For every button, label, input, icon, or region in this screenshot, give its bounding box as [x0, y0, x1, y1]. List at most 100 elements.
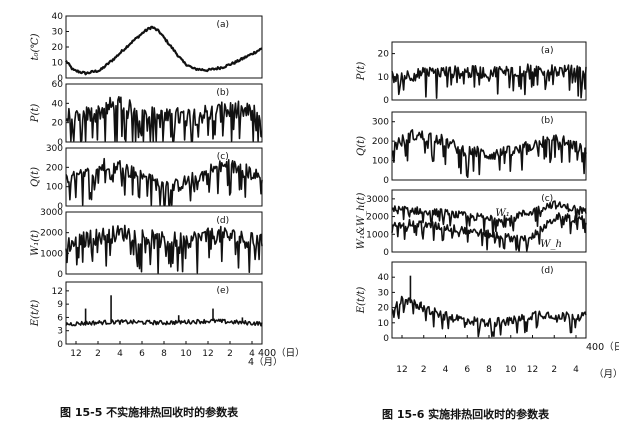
y-tick-label: 12 — [52, 287, 63, 297]
y-tick-label: 40 — [52, 99, 64, 109]
y-tick-label: 10 — [378, 73, 390, 83]
series-label-wh: W_h — [540, 239, 562, 250]
y-tick-label: 20 — [52, 119, 64, 129]
y-tick-label: 100 — [46, 183, 63, 193]
y-tick-label: 20 — [52, 43, 64, 53]
y-tick-label: 200 — [46, 163, 63, 173]
x-tick-label: 4 — [573, 365, 579, 375]
y-axis-label: P(t) — [30, 104, 41, 124]
series-line-0-3-0 — [65, 224, 263, 274]
panel-label: (a) — [541, 46, 554, 56]
y-axis-label: t₀(℃) — [30, 33, 41, 60]
figure-15-5-caption: 图 15-5 不实施排热回收时的参数表 — [60, 406, 239, 419]
y-tick-label: 0 — [57, 74, 63, 84]
panel-label: (d) — [216, 216, 229, 226]
y-tick-label: 200 — [372, 137, 389, 147]
panel-frame-0-2 — [65, 147, 263, 207]
x-tick-label: 12 — [527, 365, 538, 375]
series-line-0-0-0 — [65, 25, 263, 76]
x-tick-label: 4 — [249, 349, 255, 359]
y-tick-label: 9 — [57, 300, 63, 310]
series-line-1-1-0 — [391, 129, 587, 178]
figure-15-6-caption: 图 15-6 实施排热回收时的参数表 — [382, 408, 550, 421]
panel-frame-0-0 — [65, 15, 263, 79]
y-tick-label: 3 — [57, 327, 63, 337]
y-tick-label: 100 — [372, 157, 389, 167]
panel-frame-1-3 — [391, 261, 587, 339]
panel-frame-0-4 — [65, 281, 263, 345]
panel-label: (c) — [217, 152, 229, 162]
series-line-1-0-0 — [391, 63, 587, 99]
y-axis-label: W₁(t) — [30, 230, 41, 256]
y-tick-label: 0 — [57, 202, 63, 212]
series-line-1-2-1 — [391, 212, 587, 252]
y-tick-label: 1000 — [40, 249, 63, 259]
y-tick-label: 300 — [372, 118, 389, 128]
y-tick-label: 0 — [57, 340, 63, 350]
panel-label: (c) — [541, 194, 553, 204]
x-tick-label: 6 — [139, 349, 145, 359]
y-tick-label: 0 — [383, 334, 389, 344]
y-tick-label: 10 — [52, 59, 64, 69]
panel-label: (a) — [217, 20, 230, 30]
y-axis-label: Q(t) — [30, 167, 41, 187]
y-tick-label: 60 — [52, 80, 64, 90]
series-label-w1: W₁ — [495, 208, 509, 219]
panel-label: (e) — [217, 286, 230, 296]
panel-frame-1-1 — [391, 111, 587, 181]
panel-label: (b) — [541, 116, 554, 126]
x-tick-label: 6 — [464, 365, 470, 375]
y-tick-label: 40 — [52, 12, 64, 22]
series-line-1-3-0 — [391, 295, 587, 338]
x-tick-label: 10 — [180, 349, 192, 359]
x-unit-months: （月） — [594, 368, 619, 380]
x-tick-label: 12 — [396, 365, 407, 375]
y-tick-label: 0 — [383, 96, 389, 106]
y-tick-label: 0 — [383, 248, 389, 258]
series-line-0-1-0 — [65, 96, 263, 142]
y-axis-label: W₁&W_h(t) — [356, 193, 367, 250]
y-tick-label: 0 — [57, 138, 63, 148]
y-tick-label: 3000 — [40, 208, 63, 218]
y-tick-label: 0 — [383, 176, 389, 186]
panel-label: (d) — [541, 266, 554, 276]
y-tick-label: 30 — [52, 28, 64, 38]
x-tick-label: 4 — [443, 365, 449, 375]
series-line-0-4-0 — [65, 318, 263, 327]
series-line-1-2-0 — [391, 200, 587, 237]
y-tick-label: 3000 — [366, 195, 389, 205]
y-tick-label: 6 — [57, 313, 63, 323]
x-tick-label: 12 — [202, 349, 213, 359]
y-tick-label: 2000 — [40, 229, 63, 239]
y-tick-label: 0 — [57, 270, 63, 280]
x-unit-months: 4（月） — [248, 356, 283, 368]
x-unit-days: 400（日） — [586, 341, 619, 353]
x-tick-label: 10 — [505, 365, 517, 375]
panel-label: (b) — [216, 88, 229, 98]
x-tick-label: 4 — [117, 349, 123, 359]
y-tick-label: 30 — [378, 288, 390, 298]
y-tick-label: 20 — [378, 50, 390, 60]
panel-frame-1-2 — [391, 189, 587, 253]
x-unit-days: 400（日） — [258, 347, 305, 359]
y-tick-label: 20 — [378, 304, 390, 314]
x-tick-label: 12 — [70, 349, 81, 359]
y-tick-label: 40 — [378, 273, 390, 283]
x-tick-label: 2 — [227, 349, 233, 359]
x-tick-label: 8 — [486, 365, 492, 375]
y-tick-label: 1000 — [366, 230, 389, 240]
series-line-0-2-0 — [65, 157, 263, 206]
panel-frame-0-1 — [65, 83, 263, 143]
y-axis-label: E(t/t) — [356, 287, 367, 315]
y-tick-label: 10 — [378, 319, 390, 329]
y-axis-label: P(t) — [356, 62, 367, 82]
y-tick-label: 300 — [46, 144, 63, 154]
x-tick-label: 8 — [161, 349, 167, 359]
y-tick-label: 2000 — [366, 213, 389, 223]
y-axis-label: Q(t) — [356, 136, 367, 156]
x-tick-label: 2 — [95, 349, 101, 359]
y-axis-label: E(t/t) — [30, 300, 41, 328]
x-tick-label: 2 — [551, 365, 557, 375]
x-tick-label: 2 — [421, 365, 427, 375]
